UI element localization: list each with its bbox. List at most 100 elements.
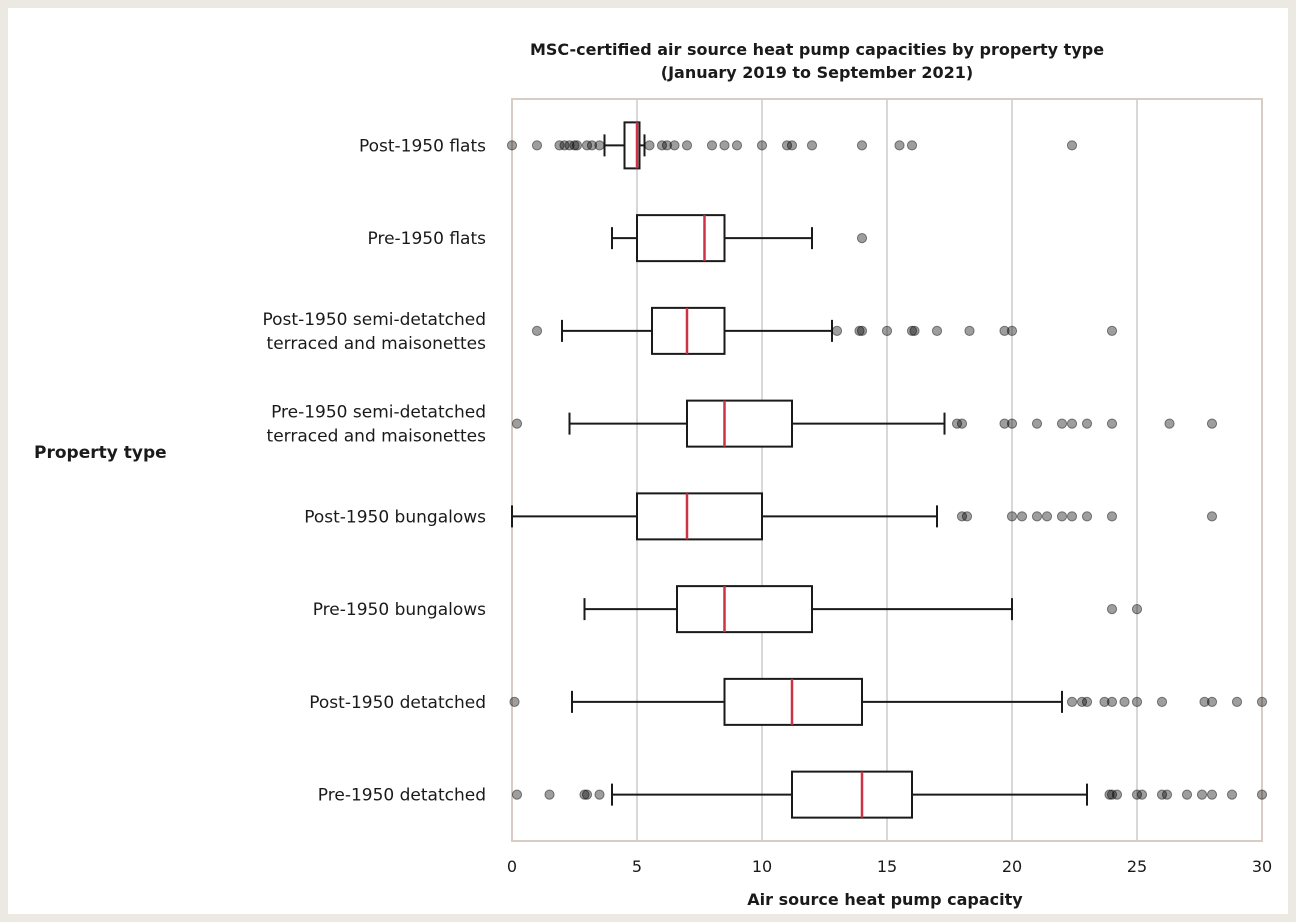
- outlier-point: [1106, 511, 1118, 522]
- outlier-point: [1104, 789, 1115, 800]
- outlier-point: [831, 325, 843, 336]
- outlier-point: [531, 325, 543, 336]
- category-label-line: Pre-1950 flats: [368, 229, 487, 249]
- outlier-point: [1106, 789, 1118, 800]
- category-label: Post-1950 bungalows: [304, 507, 486, 527]
- outlier-point: [1066, 418, 1078, 429]
- category-label-line: Post-1950 flats: [359, 136, 486, 156]
- outlier-point: [1081, 418, 1093, 429]
- x-tick-label: 30: [1252, 857, 1272, 876]
- outlier-point: [999, 325, 1010, 336]
- category-label: Post-1950 detatched: [309, 693, 486, 713]
- category-label-line: Post-1950 semi-detatched: [263, 310, 486, 330]
- outlier-point: [564, 140, 575, 151]
- outlier-point: [1111, 789, 1123, 800]
- outlier-point: [1136, 789, 1148, 800]
- x-tick-label: 0: [507, 857, 517, 876]
- plot-frame: [511, 98, 1263, 842]
- category-label: Pre-1950 bungalows: [313, 600, 486, 620]
- outlier-point: [1056, 418, 1068, 429]
- box-7: [511, 770, 1268, 819]
- outlier-point: [511, 789, 523, 800]
- chart-subtitle: (January 2019 to September 2021): [661, 63, 973, 82]
- outlier-point: [669, 140, 680, 151]
- outlier-point: [1106, 696, 1118, 707]
- category-label-line: Post-1950 bungalows: [304, 507, 486, 527]
- outlier-point: [554, 140, 565, 151]
- outlier-point: [1106, 418, 1118, 429]
- outlier-point: [1106, 325, 1118, 336]
- outlier-point: [1131, 789, 1143, 800]
- outlier-point: [1041, 511, 1053, 522]
- outlier-point: [1031, 418, 1043, 429]
- outlier-point: [1256, 789, 1268, 800]
- outlier-point: [586, 140, 598, 151]
- category-label: Pre-1950 flats: [368, 229, 487, 249]
- outlier-point: [1106, 604, 1118, 615]
- outlier-point: [706, 140, 718, 151]
- outlier-point: [1199, 696, 1210, 707]
- outlier-point: [1066, 140, 1078, 151]
- outlier-point: [531, 140, 543, 151]
- outlier-point: [1056, 511, 1068, 522]
- outlier-point: [559, 140, 570, 151]
- outlier-point: [1031, 511, 1043, 522]
- x-axis-label: Air source heat pump capacity: [747, 890, 1023, 909]
- box-6: [509, 677, 1268, 726]
- box-2: [531, 306, 1118, 355]
- outlier-point: [931, 325, 943, 336]
- outlier-point: [1206, 418, 1218, 429]
- box-3: [511, 399, 1218, 448]
- outlier-point: [661, 140, 673, 151]
- box-5: [583, 585, 1143, 634]
- outlier-point: [1131, 604, 1143, 615]
- outlier-point: [999, 418, 1010, 429]
- outlier-point: [506, 140, 518, 151]
- x-tick-label: 25: [1127, 857, 1147, 876]
- outlier-point: [786, 140, 798, 151]
- x-tick-label: 15: [877, 857, 897, 876]
- outlier-point: [1131, 696, 1143, 707]
- outlier-point: [594, 789, 605, 800]
- outlier-point: [1196, 789, 1208, 800]
- outlier-point: [854, 325, 865, 336]
- outlier-point: [571, 140, 583, 151]
- outlier-point: [1066, 511, 1078, 522]
- outlier-point: [1006, 418, 1018, 429]
- outlier-point: [781, 140, 793, 151]
- outlier-point: [644, 140, 655, 151]
- box-4: [511, 492, 1218, 541]
- outlier-point: [1256, 696, 1268, 707]
- outlier-point: [909, 325, 920, 336]
- outlier-point: [1156, 696, 1168, 707]
- outlier-point: [956, 511, 968, 522]
- iqr-box: [686, 399, 793, 448]
- x-tick-label: 10: [752, 857, 772, 876]
- category-label-line: Pre-1950 bungalows: [313, 600, 486, 620]
- outlier-point: [1226, 789, 1238, 800]
- outlier-point: [894, 140, 905, 151]
- outlier-point: [1081, 696, 1093, 707]
- chart-title: MSC-certified air source heat pump capac…: [530, 40, 1104, 59]
- box-1: [611, 214, 868, 263]
- outlier-point: [681, 140, 693, 151]
- outlier-point: [1181, 789, 1193, 800]
- outlier-point: [964, 325, 975, 336]
- category-label-line: Post-1950 detatched: [309, 693, 486, 713]
- outlier-point: [569, 140, 580, 151]
- outlier-point: [1119, 696, 1130, 707]
- outlier-point: [1206, 511, 1218, 522]
- outlier-point: [881, 325, 893, 336]
- outlier-point: [1164, 418, 1175, 429]
- outlier-point: [1081, 511, 1093, 522]
- outlier-point: [1099, 696, 1110, 707]
- outlier-point: [1206, 789, 1218, 800]
- category-label: Post-1950 flats: [359, 136, 486, 156]
- outlier-point: [956, 418, 968, 429]
- outlier-point: [1206, 696, 1218, 707]
- outlier-point: [906, 325, 918, 336]
- box-0: [506, 121, 1078, 170]
- outlier-point: [544, 789, 555, 800]
- iqr-box: [791, 770, 913, 819]
- category-label-line: Pre-1950 detatched: [318, 786, 486, 806]
